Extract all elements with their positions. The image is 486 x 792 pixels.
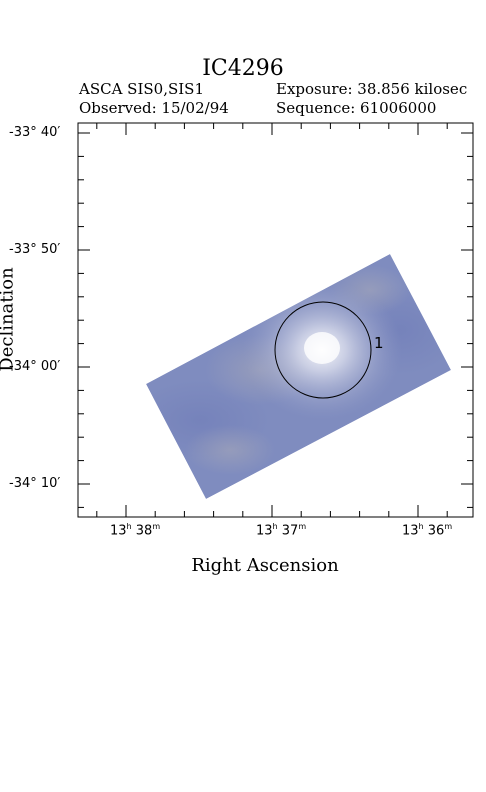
instrument-label: ASCA SIS0,SIS1 [79, 80, 204, 98]
y-tick-label: -33° 50′ [9, 242, 61, 257]
y-tick-label: -34° 10′ [9, 476, 61, 491]
source-region-circle [274, 301, 372, 399]
x-tick-label: 13h 36m [402, 522, 453, 539]
detector-field-image [146, 254, 451, 499]
y-tick-label: -33° 40′ [9, 125, 61, 140]
chart-title: IC4296 [202, 56, 284, 81]
observed-date: Observed: 15/02/94 [79, 99, 229, 117]
x-tick-label: 13h 38m [110, 522, 161, 539]
y-tick-label: -34° 00′ [9, 359, 61, 374]
exposure-label: Exposure: 38.856 kilosec [276, 80, 468, 98]
x-tick-label: 13h 37m [256, 522, 307, 539]
axis-ticks [78, 123, 473, 517]
source-region-label: 1 [374, 334, 384, 352]
x-axis-title: Right Ascension [191, 555, 339, 576]
y-axis-title: Declination [0, 267, 18, 372]
sequence-label: Sequence: 61006000 [276, 99, 437, 117]
